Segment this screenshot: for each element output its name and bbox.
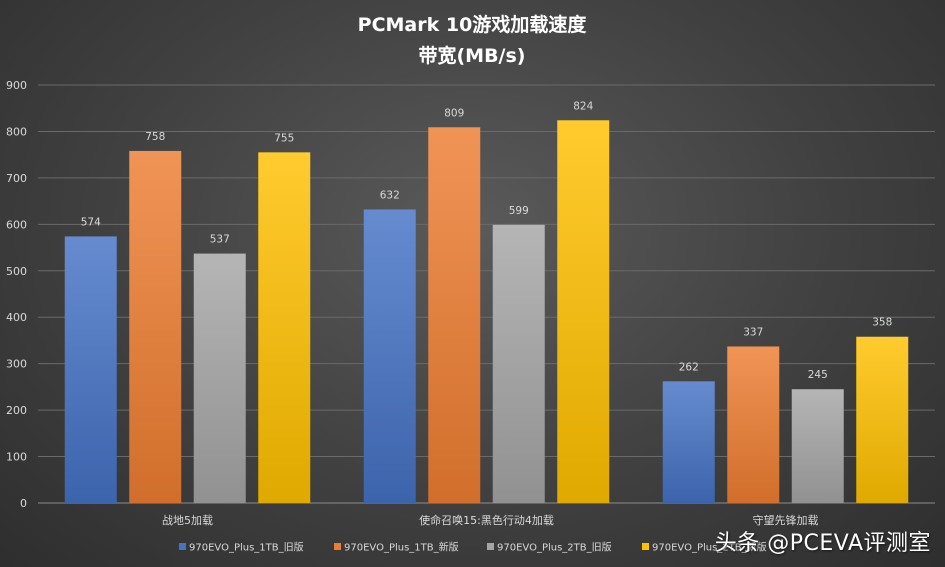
data-label: 599 — [509, 205, 529, 217]
bar — [662, 381, 715, 503]
bar — [557, 120, 610, 503]
category-label: 战地5加载 — [162, 514, 213, 527]
bar — [727, 346, 780, 503]
data-label: 574 — [81, 216, 101, 228]
legend-label: 970EVO_Plus_1TB_新版 — [344, 541, 459, 554]
legend-swatch — [487, 543, 494, 550]
category-label: 守望先锋加载 — [753, 513, 819, 527]
y-tick-label: 500 — [6, 265, 27, 278]
data-label: 824 — [573, 100, 593, 112]
data-label: 809 — [444, 107, 464, 119]
y-tick-label: 300 — [6, 358, 27, 371]
y-axis-ticks: 0 100 200 300 400 500 600 700 800 900 — [6, 79, 27, 510]
legend-label: 970EVO_Plus_2TB_旧版 — [497, 541, 612, 554]
bar — [492, 224, 545, 503]
y-tick-label: 600 — [6, 218, 27, 231]
bar — [856, 336, 909, 503]
data-label: 245 — [808, 369, 828, 381]
bar — [193, 253, 246, 503]
bar — [258, 152, 311, 503]
data-label: 262 — [679, 361, 699, 373]
data-label: 337 — [743, 326, 763, 338]
legend-label: 970EVO_Plus_1TB_旧版 — [189, 541, 304, 554]
data-label: 358 — [872, 317, 892, 329]
data-label: 537 — [210, 234, 230, 246]
data-label: 755 — [274, 132, 294, 144]
chart-title: PCMark 10游戏加载速度 — [358, 13, 588, 36]
legend-swatch — [334, 543, 341, 550]
y-tick-label: 100 — [6, 451, 27, 464]
x-axis-categories: 战地5加载 使命召唤15:黑色行动4加载 守望先锋加载 — [162, 513, 819, 527]
bar — [428, 127, 481, 504]
bar — [129, 150, 182, 503]
bars — [64, 120, 909, 504]
y-tick-label: 900 — [6, 79, 27, 92]
y-tick-label: 200 — [6, 404, 27, 417]
data-label: 632 — [380, 189, 400, 201]
bar — [363, 209, 416, 503]
bar — [791, 389, 844, 503]
y-tick-label: 400 — [6, 311, 27, 324]
bar — [64, 236, 117, 504]
legend-swatch — [179, 543, 186, 550]
y-tick-label: 0 — [20, 497, 27, 510]
category-label: 使命召唤15:黑色行动4加载 — [419, 513, 554, 527]
watermark: 头条 @PCEVA评测室 — [714, 531, 931, 556]
legend-swatch — [642, 543, 649, 550]
gridlines — [38, 84, 935, 504]
y-tick-label: 800 — [6, 125, 27, 138]
legend: 970EVO_Plus_1TB_旧版 970EVO_Plus_1TB_新版 970E… — [179, 541, 767, 554]
data-labels: 574 758 537 755 632 809 599 824 262 337 245 358 — [81, 100, 893, 381]
legend-label: 970EVO_Plus_2TB_新版 — [652, 541, 767, 554]
data-label: 758 — [145, 131, 165, 143]
y-tick-label: 700 — [6, 172, 27, 185]
chart-subtitle: 带宽(MB/s) — [418, 44, 525, 67]
